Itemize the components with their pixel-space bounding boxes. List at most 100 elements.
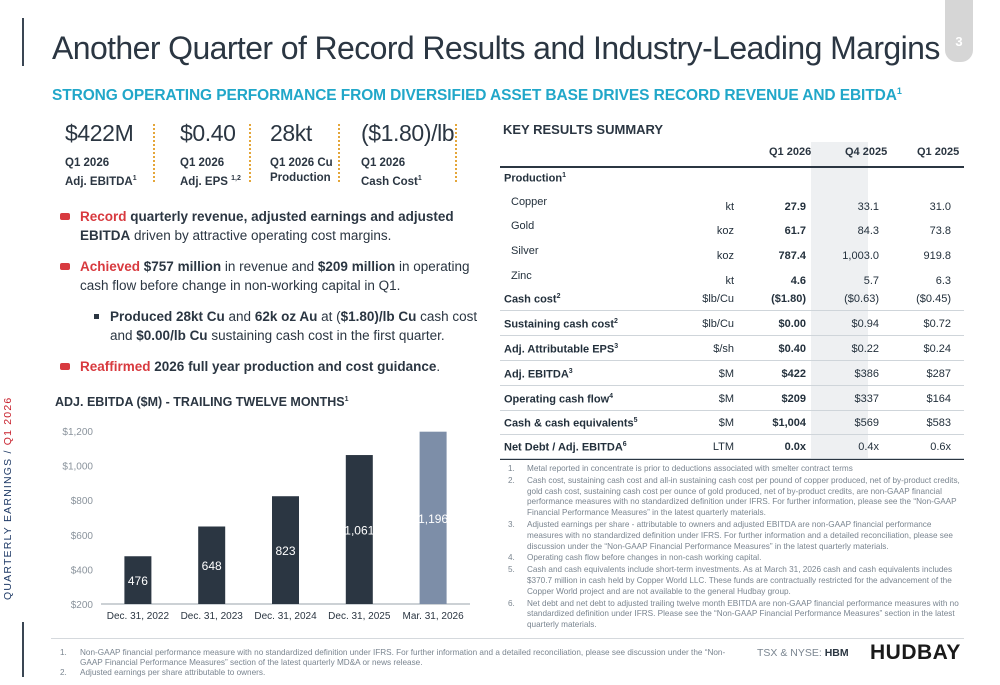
summary-cell-q1-2025: 919.8	[923, 250, 951, 262]
summary-cell-q4-2025: 84.3	[857, 225, 879, 237]
chart-title-text: ADJ. EBITDA ($M) - TRAILING TWELVE MONTH…	[55, 395, 345, 409]
adj-ebitda-bar-chart: $200 $400 $600 $800 $1,000 $1,200 476 Dec. 31, …	[62, 427, 470, 622]
metric-cash-cost: ($1.80)/lb Q1 2026 Cash Cost1	[361, 120, 455, 188]
summary-cell-unit: $M	[718, 393, 734, 405]
y-tick-label: $1,200	[62, 427, 93, 438]
page-footnote: 1. Non-GAAP financial performance measure…	[60, 648, 740, 668]
metric-label-line1: Q1 2026	[65, 157, 110, 169]
note-text: Non-GAAP financial performance measure w…	[80, 648, 726, 667]
summary-row: Cash cost2 $lb/Cu ($1.80) ($0.63) ($0.45)	[500, 289, 964, 311]
summary-cell-q1-2026: 61.7	[784, 225, 806, 237]
summary-row-footnote-ref: 1	[562, 172, 566, 179]
note-text: Adjusted earnings per share - attributab…	[527, 519, 953, 551]
summary-cell-q1-2026: $0.00	[778, 318, 806, 330]
highlight-text: driven by attractive operating cost marg…	[130, 228, 392, 243]
highlight-text: .	[436, 359, 441, 374]
summary-bottom-rule	[500, 459, 964, 460]
summary-current-quarter-shade	[811, 142, 868, 459]
page-footnotes: 1. Non-GAAP financial performance measure…	[60, 648, 740, 678]
highlight-text: sustaining cash cost in the first quarte…	[207, 328, 445, 343]
summary-cell-unit: LTM	[712, 441, 734, 453]
note-number: 1.	[508, 464, 515, 473]
bar-value-label: 476	[128, 574, 148, 588]
highlight-bold-text: 62k oz Au	[254, 309, 318, 324]
summary-cell-unit: koz	[716, 250, 734, 262]
footer-rule	[51, 638, 964, 639]
page-number: 3	[955, 34, 963, 49]
summary-row-label: Production1	[504, 172, 566, 185]
subtitle-footnote-ref: 1	[896, 86, 902, 96]
summary-cell-q1-2026: 787.4	[778, 250, 806, 262]
page-title: Another Quarter of Record Results and In…	[52, 30, 940, 66]
summary-cell-q4-2025: $386	[854, 368, 879, 380]
highlight-text: in revenue and	[221, 259, 318, 274]
note-text: Metal reported in concentrate is prior t…	[527, 464, 853, 473]
summary-header-rule	[500, 166, 964, 168]
summary-cell-q1-2025: 73.8	[929, 225, 951, 237]
metric-value: ($1.80)/lb	[361, 120, 455, 146]
metric-label-line1: Q1 2026	[180, 157, 225, 169]
metric-label: Q1 2026 Adj. EBITDA1	[65, 156, 137, 190]
summary-note: 2. Cash cost, sustaining cash cost and al…	[508, 476, 960, 519]
summary-row-label-text: Silver	[511, 245, 539, 257]
summary-row: Cash & cash equivalents5 $M $1,004 $569 $583	[500, 413, 964, 435]
summary-row-label: Zinc	[511, 270, 532, 282]
summary-cell-q1-2026: 0.0x	[784, 441, 806, 453]
metric-footnote-ref: 1	[417, 175, 422, 182]
summary-row-footnote-ref: 3	[614, 343, 619, 350]
summary-cell-q4-2025: 0.4x	[858, 441, 879, 453]
summary-note: 6. Net debt and net debt to adjusted trai…	[508, 599, 960, 631]
highlight-reaffirmed: Reaffirmed 2026 full year production and…	[58, 357, 478, 376]
note-text: Adjusted earnings per share attributable…	[80, 668, 266, 677]
metric-label: Q1 2026 Adj. EPS 1,2	[180, 156, 241, 190]
note-text: Net debt and net debt to adjusted traili…	[527, 598, 959, 630]
summary-row-label: Copper	[511, 196, 547, 208]
summary-row-label-text: Copper	[511, 196, 548, 208]
summary-row: Adj. EBITDA3 $M $422 $386 $287	[500, 364, 964, 386]
summary-header-q4-2025: Q4 2025	[845, 146, 888, 158]
highlight-text: and	[224, 309, 255, 324]
metric-divider	[153, 124, 155, 182]
highlight-bold-text: $757 million	[140, 259, 222, 274]
summary-row-label-text: Gold	[511, 220, 535, 232]
summary-note: 5. Cash and cash equivalents include shor…	[508, 565, 960, 597]
y-tick-label: $800	[71, 496, 94, 507]
summary-row-footnote-ref: 3	[568, 368, 573, 375]
highlight-text: in operating cash flow before change in …	[80, 259, 470, 293]
note-number: 6.	[508, 598, 515, 608]
bar	[272, 496, 299, 604]
summary-row-label-text: Operating cash flow	[504, 393, 610, 406]
summary-cell-unit: $M	[718, 417, 734, 429]
summary-cell-q4-2025: 33.1	[857, 201, 879, 213]
note-number: 5.	[508, 565, 515, 575]
bar-value-label: 1,061	[344, 524, 374, 538]
bar	[345, 455, 373, 604]
page-subtitle: STRONG OPERATING PERFORMANCE FROM DIVERS…	[52, 86, 902, 105]
summary-cell-unit: kt	[725, 201, 734, 213]
summary-row: Net Debt / Adj. EBITDA6 LTM 0.0x 0.4x 0.6x	[500, 437, 964, 459]
note-number: 1.	[60, 648, 67, 657]
summary-row-label-text: Cash cost	[504, 293, 557, 306]
metric-adj-eps: $0.40 Q1 2026 Adj. EPS 1,2	[180, 120, 241, 188]
note-number: 2.	[508, 475, 515, 485]
ticker-prefix: TSX & NYSE:	[757, 647, 825, 659]
summary-cell-unit: $M	[718, 368, 734, 380]
summary-cell-q1-2025: ($0.45)	[916, 293, 951, 305]
metric-label-line2: Adj. EBITDA	[65, 175, 133, 188]
bar-value-label: 648	[202, 559, 222, 573]
metric-label-line2: Production	[270, 172, 331, 184]
hudbay-logo: HUDBAY	[870, 641, 961, 664]
summary-cell-unit: $lb/Cu	[702, 318, 734, 330]
summary-row-label-text: Adj. Attributable EPS	[504, 343, 615, 356]
highlight-bold-text: Produced 28kt Cu	[110, 309, 225, 324]
summary-note: 3. Adjusted earnings per share - attribut…	[508, 520, 960, 552]
summary-row-label: Adj. Attributable EPS3	[504, 343, 618, 356]
summary-row-label: Net Debt / Adj. EBITDA6	[504, 441, 627, 454]
highlight-record: Record quarterly revenue, adjusted earni…	[58, 207, 478, 245]
bar	[198, 526, 226, 604]
highlights-list: Record quarterly revenue, adjusted earni…	[58, 207, 478, 388]
summary-cell-q4-2025: 1,003.0	[842, 250, 879, 262]
summary-row: Zinc kt 4.6 5.7 6.3	[500, 266, 964, 288]
summary-row: Copper kt 27.9 33.1 31.0	[500, 192, 964, 214]
highlight-bold-text: quarterly revenue, adjusted earnings and…	[80, 209, 454, 243]
